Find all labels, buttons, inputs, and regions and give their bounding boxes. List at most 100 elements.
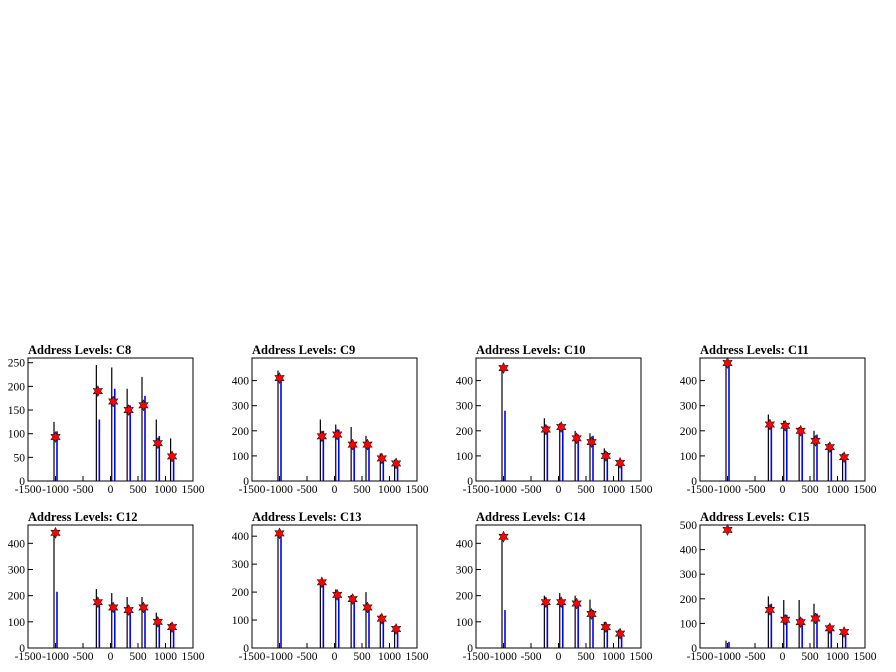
peak-marker-1	[316, 576, 328, 589]
y-tick-label: 0	[467, 476, 473, 488]
peak-marker-5	[824, 622, 836, 635]
x-tick-label: 0	[108, 651, 114, 663]
y-tick-label: 300	[232, 559, 250, 571]
plot-frame	[475, 524, 642, 649]
peak-marker-3	[571, 432, 582, 445]
peak-marker-1	[316, 430, 328, 443]
x-tick-label: -500	[744, 484, 765, 496]
y-tick-label: 100	[8, 429, 26, 441]
x-tick-label: 500	[577, 651, 595, 663]
panel-6: Address Levels: C14 0 100 200 300 400 -1500 -10…	[456, 510, 653, 663]
panel-title: Address Levels: C10	[476, 343, 586, 357]
y-tick-label: 300	[680, 569, 698, 581]
y-tick-label: 200	[232, 587, 250, 599]
x-tick-label: -1000	[714, 484, 741, 496]
panel-7: Address Levels: C15 0 100 200 300 400 500 -1500…	[680, 510, 877, 663]
x-tick-label: -1500	[15, 651, 42, 663]
y-tick-label: 100	[8, 617, 26, 629]
peak-marker-5	[376, 612, 388, 625]
y-tick-label: 0	[243, 476, 249, 488]
x-tick-label: -1500	[15, 484, 42, 496]
y-tick-label: 500	[680, 520, 698, 532]
y-tick-label: 100	[680, 451, 698, 463]
x-tick-label: 0	[556, 484, 562, 496]
panel-title: Address Levels: C11	[700, 343, 809, 357]
peak-marker-2	[107, 601, 119, 614]
panel-4: Address Levels: C12 0 100 200 300 400 -1500 -10…	[8, 510, 205, 663]
y-tick-label: 100	[680, 618, 698, 630]
x-tick-label: 0	[332, 651, 338, 663]
peak-marker-6	[166, 450, 178, 463]
peak-marker-4	[138, 601, 149, 614]
peak-marker-1	[92, 385, 104, 398]
peak-marker-2	[779, 613, 791, 626]
panel-title: Address Levels: C8	[28, 343, 131, 357]
x-tick-label: 1500	[182, 484, 205, 496]
x-tick-label: -1500	[239, 651, 266, 663]
y-tick-label: 100	[456, 451, 474, 463]
peak-marker-3	[123, 603, 134, 617]
y-tick-label: 100	[232, 615, 250, 627]
peak-marker-2	[555, 596, 567, 609]
peak-marker-1	[92, 596, 104, 609]
peak-marker-2	[331, 588, 343, 601]
peak-marker-0	[274, 527, 285, 540]
x-tick-label: 500	[801, 484, 819, 496]
peak-marker-5	[152, 615, 164, 628]
peak-marker-4	[362, 601, 373, 614]
panel-2: Address Levels: C10 0 100 200 300 400 -1500 -10…	[456, 343, 653, 496]
y-tick-label: 300	[232, 401, 250, 413]
plot-frame	[475, 357, 642, 482]
x-tick-label: 0	[108, 484, 114, 496]
peak-marker-0	[50, 430, 61, 444]
y-tick-label: 400	[8, 538, 26, 550]
panel-title: Address Levels: C9	[252, 343, 355, 357]
peak-marker-2	[331, 428, 343, 441]
peak-marker-1	[540, 596, 552, 609]
peak-marker-6	[838, 625, 850, 639]
x-tick-label: 500	[353, 651, 371, 663]
peak-marker-5	[600, 620, 612, 634]
y-tick-label: 0	[691, 643, 697, 655]
x-tick-label: 1500	[854, 484, 877, 496]
peak-marker-6	[614, 627, 626, 640]
x-tick-label: 1000	[154, 484, 177, 496]
y-tick-label: 50	[14, 452, 26, 464]
y-tick-label: 200	[680, 594, 698, 606]
peak-marker-6	[390, 457, 402, 470]
plot-frame	[699, 357, 866, 482]
peak-marker-1	[764, 603, 776, 616]
y-tick-label: 0	[691, 476, 697, 488]
x-tick-label: -1000	[714, 651, 741, 663]
y-tick-label: 400	[680, 376, 698, 388]
peak-marker-3	[347, 592, 358, 606]
peak-marker-4	[810, 612, 821, 625]
y-tick-label: 300	[456, 401, 474, 413]
x-tick-label: -1500	[463, 484, 490, 496]
x-tick-label: -1500	[687, 651, 714, 663]
x-tick-label: 1500	[182, 651, 205, 663]
x-tick-label: 1000	[826, 484, 849, 496]
x-tick-label: -500	[520, 651, 541, 663]
x-tick-label: 1000	[378, 651, 401, 663]
x-tick-label: 500	[129, 651, 147, 663]
y-tick-label: 100	[232, 451, 250, 463]
x-tick-label: 1000	[602, 484, 625, 496]
y-tick-label: 200	[232, 426, 250, 438]
x-tick-label: 1500	[630, 484, 653, 496]
y-tick-label: 400	[232, 531, 250, 543]
peak-marker-4	[810, 434, 821, 447]
x-tick-label: 1500	[406, 484, 429, 496]
y-tick-label: 0	[19, 643, 25, 655]
x-tick-label: -1500	[687, 484, 714, 496]
peak-marker-0	[722, 356, 733, 370]
peak-marker-2	[107, 395, 119, 408]
y-tick-label: 200	[456, 591, 474, 603]
x-tick-label: 1500	[630, 651, 653, 663]
x-tick-label: -1000	[490, 484, 517, 496]
plot-frame	[251, 524, 418, 649]
panel-title: Address Levels: C15	[700, 510, 810, 524]
x-tick-label: -500	[296, 651, 317, 663]
y-tick-label: 200	[456, 426, 474, 438]
